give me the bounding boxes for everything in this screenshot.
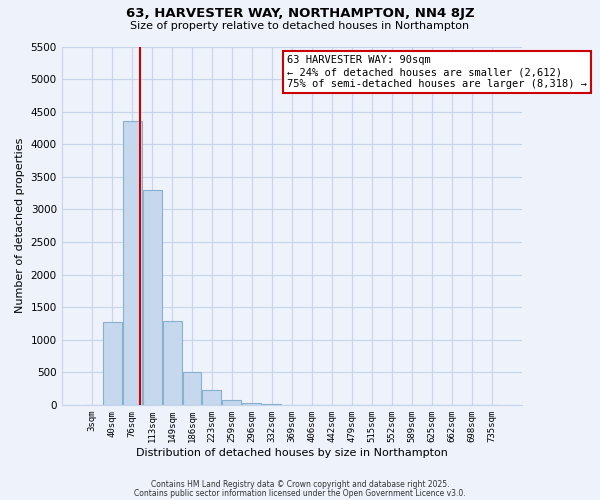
Bar (262, 404, 281, 405)
Bar (163, 322, 182, 405)
Bar (143, 190, 161, 405)
Text: Contains public sector information licensed under the Open Government Licence v3: Contains public sector information licen… (134, 488, 466, 498)
Text: 63 HARVESTER WAY: 90sqm
← 24% of detached houses are smaller (2,612)
75% of semi: 63 HARVESTER WAY: 90sqm ← 24% of detache… (287, 56, 587, 88)
Bar (223, 400, 241, 405)
Text: Size of property relative to detached houses in Northampton: Size of property relative to detached ho… (130, 21, 470, 31)
Bar (242, 403, 262, 405)
Bar (122, 122, 142, 405)
X-axis label: Distribution of detached houses by size in Northampton: Distribution of detached houses by size … (136, 448, 448, 458)
Bar (182, 372, 202, 405)
Text: 63, HARVESTER WAY, NORTHAMPTON, NN4 8JZ: 63, HARVESTER WAY, NORTHAMPTON, NN4 8JZ (125, 8, 475, 20)
Y-axis label: Number of detached properties: Number of detached properties (15, 138, 25, 314)
Bar (202, 390, 221, 405)
Text: Contains HM Land Registry data © Crown copyright and database right 2025.: Contains HM Land Registry data © Crown c… (151, 480, 449, 489)
Bar (103, 322, 122, 405)
